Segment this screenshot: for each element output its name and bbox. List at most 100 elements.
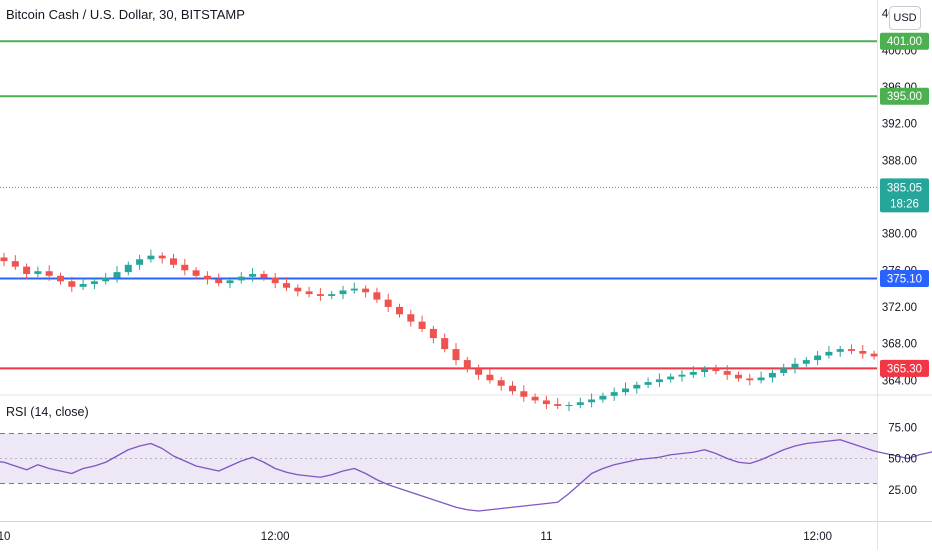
- candle-body: [339, 290, 347, 295]
- level-price-label: 401.00: [887, 36, 922, 48]
- candle-body: [56, 275, 65, 282]
- candle-body: [124, 264, 132, 273]
- candle-body: [667, 376, 675, 380]
- candle-body: [11, 261, 19, 267]
- candle-body: [588, 399, 596, 403]
- candle-body: [23, 266, 31, 274]
- time-tick-label: 12:00: [803, 531, 832, 543]
- candle-body: [102, 277, 110, 282]
- candle-body: [328, 294, 336, 296]
- candle-body: [610, 392, 618, 396]
- currency-button[interactable]: USD: [889, 6, 921, 30]
- candle-body: [757, 377, 765, 381]
- time-tick-label: 10: [0, 531, 10, 543]
- candle-body: [452, 349, 460, 361]
- candle-body: [791, 363, 799, 369]
- candle-body: [316, 294, 324, 296]
- candle-body: [836, 349, 844, 352]
- candle-body: [486, 374, 494, 381]
- candle-body: [689, 372, 697, 375]
- candle-body: [147, 255, 155, 260]
- candle-body: [384, 299, 392, 307]
- level-price-label-bg: [880, 87, 929, 105]
- candle-body: [508, 385, 517, 392]
- candle-body: [158, 255, 166, 259]
- level-price-label: 375.10: [887, 274, 922, 286]
- candle-body: [136, 259, 144, 265]
- candle-body: [68, 281, 76, 287]
- price-tick-label: 368.00: [882, 339, 917, 351]
- candle-body: [633, 384, 641, 389]
- levels-layer: [0, 40, 877, 370]
- candle-body: [305, 291, 313, 295]
- candle-body: [531, 396, 539, 401]
- candle-body: [271, 277, 279, 284]
- last-price-tag-bg: [880, 178, 929, 213]
- candle-body: [746, 378, 754, 381]
- chart-title: Bitcoin Cash / U.S. Dollar, 30, BITSTAMP: [6, 7, 245, 22]
- rsi-layer: [0, 433, 932, 512]
- candle-body: [644, 382, 652, 385]
- candle-body: [350, 288, 358, 291]
- candle-body: [768, 372, 776, 378]
- candle-body: [282, 283, 291, 288]
- candle-body: [0, 257, 8, 262]
- candle-body: [362, 288, 370, 293]
- candle-body: [576, 402, 584, 405]
- candle-body: [192, 270, 200, 276]
- candle-body: [825, 351, 833, 356]
- time-tick-label: 12:00: [261, 531, 290, 543]
- candle-body: [621, 388, 630, 393]
- candle-body: [260, 273, 268, 278]
- candle-body: [497, 380, 505, 386]
- rsi-tick-label: 75.00: [888, 422, 917, 434]
- level-price-label-bg: [880, 32, 929, 50]
- candle-body: [859, 350, 867, 354]
- candle-body: [520, 391, 528, 397]
- candle-body: [802, 360, 810, 364]
- candle-body: [678, 374, 686, 377]
- level-price-label: 395.00: [887, 91, 922, 103]
- candle-body: [814, 355, 822, 361]
- candle-body: [79, 284, 87, 287]
- price-tick-label: 388.00: [882, 155, 917, 167]
- price-tick-label: 364.00: [882, 375, 917, 387]
- candle-body: [554, 404, 562, 406]
- candle-body: [870, 353, 878, 357]
- candle-body: [565, 404, 573, 406]
- candle-body: [395, 306, 404, 315]
- candle-body: [780, 368, 788, 373]
- price-tick-label: 380.00: [882, 229, 917, 241]
- candle-body: [441, 338, 449, 350]
- axes-layer: 404.00400.00396.00392.00388.00380.00376.…: [0, 9, 929, 543]
- level-price-label-bg: [880, 359, 929, 377]
- candle-body: [90, 281, 98, 285]
- candle-body: [215, 279, 223, 284]
- candle-body: [169, 258, 178, 265]
- level-price-label-bg: [880, 270, 929, 288]
- candle-body: [249, 273, 257, 277]
- level-price-label: 365.30: [887, 363, 922, 375]
- candle-body: [113, 272, 121, 278]
- candle-body: [723, 371, 731, 375]
- candle-body: [226, 280, 234, 284]
- price-tick-label: 372.00: [882, 302, 917, 314]
- countdown-label: 18:26: [890, 198, 919, 210]
- candle-body: [712, 369, 720, 372]
- candle-body: [237, 276, 245, 281]
- rsi-line: [0, 439, 932, 512]
- candle-body: [407, 314, 415, 322]
- candle-body: [418, 321, 426, 329]
- candle-body: [203, 275, 211, 280]
- candle-body: [429, 328, 437, 339]
- candle-body: [294, 287, 302, 292]
- time-tick-label: 11: [540, 531, 552, 543]
- rsi-tick-label: 25.00: [888, 485, 917, 497]
- last-price-label: 385.05: [887, 182, 922, 194]
- candle-body: [847, 349, 856, 351]
- candle-body: [463, 360, 471, 370]
- candle-body: [45, 271, 53, 276]
